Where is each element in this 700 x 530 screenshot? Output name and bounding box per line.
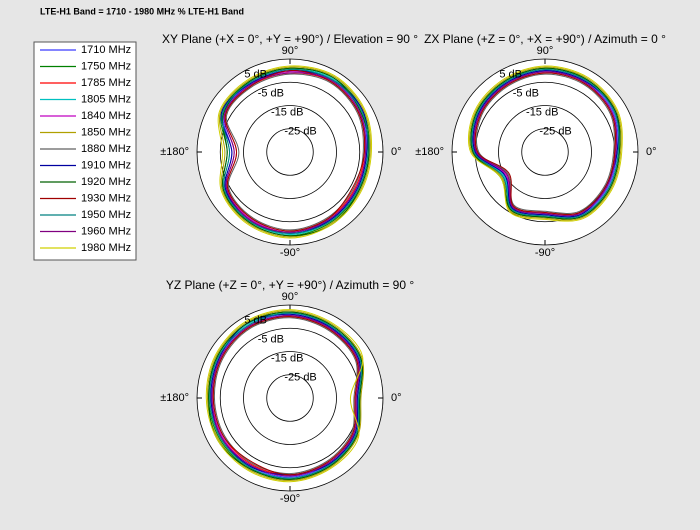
ring-label: 5 dB xyxy=(244,314,267,326)
pattern-line xyxy=(213,317,358,475)
angle-label: -90° xyxy=(280,247,300,259)
pattern-line xyxy=(217,65,373,239)
pattern-line xyxy=(225,73,364,231)
ring xyxy=(266,374,314,422)
ring-label: -5 dB xyxy=(513,87,539,99)
legend-label: 1910 MHz xyxy=(81,159,131,171)
pattern-line xyxy=(210,313,361,476)
ring-label: -5 dB xyxy=(258,87,284,99)
plot-area xyxy=(197,59,383,245)
pattern-line xyxy=(475,73,615,214)
legend-label: 1880 MHz xyxy=(81,143,131,155)
ring-label: 5 dB xyxy=(244,68,267,80)
legend-label: 1980 MHz xyxy=(81,242,131,254)
legend-box xyxy=(33,41,137,261)
ring-label: 5 dB xyxy=(499,68,522,80)
pattern-line xyxy=(223,72,367,233)
legend-label: 1930 MHz xyxy=(81,192,131,204)
angle-label: ±180° xyxy=(160,392,189,404)
pattern-line xyxy=(208,311,363,480)
pattern-line xyxy=(205,309,364,483)
angle-label: -90° xyxy=(535,247,555,259)
ring-label: -15 dB xyxy=(271,353,303,365)
legend-label: 1850 MHz xyxy=(81,126,131,138)
legend-label: 1960 MHz xyxy=(81,225,131,237)
legend-label: 1805 MHz xyxy=(81,93,131,105)
plot-area xyxy=(197,305,383,491)
ring-label: -25 dB xyxy=(284,126,316,138)
ring-label: -25 dB xyxy=(539,126,571,138)
angle-label: 90° xyxy=(282,291,299,303)
ring xyxy=(219,81,361,223)
ring-label: -25 dB xyxy=(284,372,316,384)
pattern-line xyxy=(471,68,620,219)
angle-label: 90° xyxy=(282,45,299,57)
pattern-line xyxy=(472,70,620,218)
pattern-line xyxy=(470,67,621,220)
pattern-line xyxy=(212,316,359,476)
plot-title: ZX Plane (+Z = 0°, +X = +90°) / Azimuth … xyxy=(424,32,666,46)
pattern-line xyxy=(221,68,369,234)
angle-label: -90° xyxy=(280,493,300,505)
ring xyxy=(266,128,314,176)
angle-label: ±180° xyxy=(160,146,189,158)
ring xyxy=(521,128,569,176)
plot-title: YZ Plane (+Z = 0°, +Y = +90°) / Azimuth … xyxy=(166,278,415,292)
legend-label: 1950 MHz xyxy=(81,209,131,221)
legend-label: 1785 MHz xyxy=(81,77,131,89)
legend-label: 1840 MHz xyxy=(81,110,131,122)
ring-label: -15 dB xyxy=(526,107,558,119)
legend-label: 1750 MHz xyxy=(81,60,131,72)
pattern-line xyxy=(206,310,365,482)
ring xyxy=(498,105,592,199)
pattern-line xyxy=(211,314,360,477)
legend-label: 1920 MHz xyxy=(81,176,131,188)
pattern-line xyxy=(473,71,618,217)
pattern-line xyxy=(469,66,622,221)
ring-label: -5 dB xyxy=(258,333,284,345)
pattern-line xyxy=(209,312,362,479)
plot-area xyxy=(452,59,638,245)
angle-label: 90° xyxy=(537,45,554,57)
pattern-line xyxy=(224,70,366,232)
angle-label: 0° xyxy=(391,392,402,404)
angle-label: 0° xyxy=(646,146,657,158)
pattern-line xyxy=(474,72,616,216)
ring-label: -15 dB xyxy=(271,107,303,119)
pattern-line xyxy=(218,66,371,238)
angle-label: 0° xyxy=(391,146,402,158)
legend-label: 1710 MHz xyxy=(81,44,131,56)
ring xyxy=(243,351,337,445)
pattern-line xyxy=(467,65,623,222)
page-title: LTE-H1 Band = 1710 - 1980 MHz % LTE-H1 B… xyxy=(40,6,244,16)
ring xyxy=(243,105,337,199)
plot-title: XY Plane (+X = 0°, +Y = +90°) / Elevatio… xyxy=(162,32,418,46)
angle-label: ±180° xyxy=(415,146,444,158)
